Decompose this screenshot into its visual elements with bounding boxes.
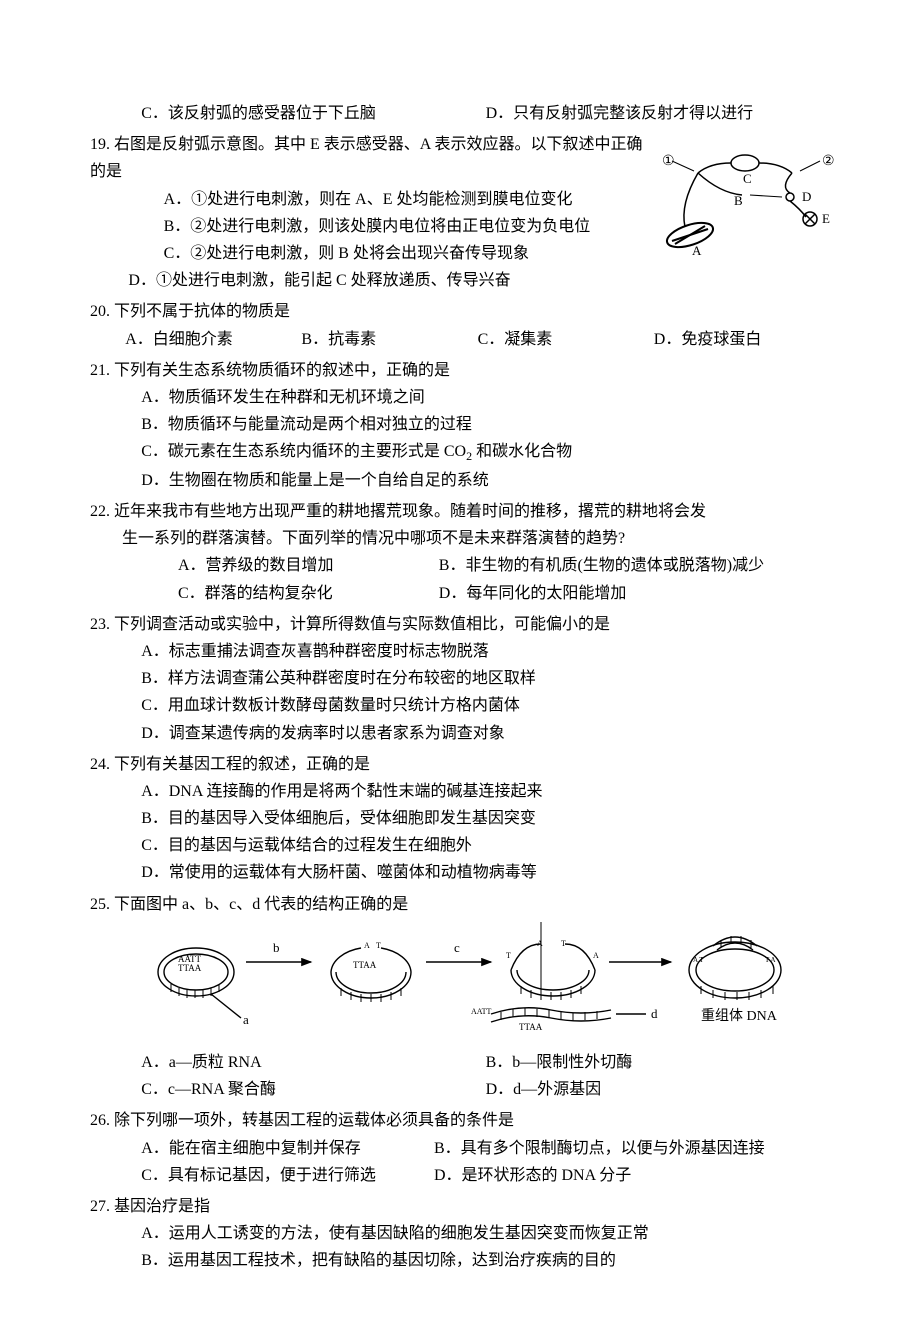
q24-option-d: D．常使用的运载体有大肠杆菌、噬菌体和动植物病毒等: [90, 859, 830, 886]
q25-label-b: b: [273, 940, 280, 955]
q23-option-b: B．样方法调查蒲公英种群密度时在分布较密的地区取样: [90, 665, 830, 692]
q21-option-a: A．物质循环发生在种群和无机环境之间: [90, 384, 830, 411]
q25-label-a: a: [243, 1012, 249, 1027]
q26-number: 26.: [90, 1112, 110, 1129]
question-25: 25. 下面图中 a、b、c、d 代表的结构正确的是 AATT: [90, 891, 830, 1104]
q25-stem-text: 下面图中 a、b、c、d 代表的结构正确的是: [114, 896, 408, 913]
q26-option-a: A．能在宿主细胞中复制并保存: [141, 1135, 434, 1162]
q23-number: 23.: [90, 616, 110, 633]
q24-option-a: A．DNA 连接酶的作用是将两个黏性末端的碱基连接起来: [90, 778, 830, 805]
q19-option-a: A．①处进行电刺激，则在 A、E 处均能检测到膜电位变化: [90, 186, 650, 213]
q22-option-d: D．每年同化的太阳能增加: [439, 580, 830, 607]
svg-text:TTAA: TTAA: [178, 963, 202, 973]
svg-text:T: T: [376, 941, 381, 950]
q22-stem-line2: 生一系列的群落演替。下面列举的情况中哪项不是未来群落演替的趋势?: [90, 525, 830, 552]
recombinant-dna-svg: AATT TTAA a b TTAA: [141, 922, 821, 1032]
q26-option-d: D．是环状形态的 DNA 分子: [434, 1162, 830, 1189]
q22-option-c: C．群落的结构复杂化: [178, 580, 439, 607]
q27-stem-text: 基因治疗是指: [114, 1198, 210, 1215]
q22-number: 22.: [90, 503, 110, 520]
q25-label-c: c: [454, 940, 460, 955]
q19-label-e: E: [822, 211, 830, 226]
question-24: 24. 下列有关基因工程的叙述，正确的是 A．DNA 连接酶的作用是将两个黏性末…: [90, 751, 830, 887]
q24-stem-text: 下列有关基因工程的叙述，正确的是: [114, 756, 370, 773]
q20-stem-text: 下列不属于抗体的物质是: [114, 303, 290, 320]
q21-option-b: B．物质循环与能量流动是两个相对独立的过程: [90, 411, 830, 438]
reflex-arc-svg: ① ② C B D A E: [650, 149, 840, 259]
q19-reflex-arc-figure: ① ② C B D A E: [650, 149, 840, 259]
q25-option-c: C．c—RNA 聚合酶: [141, 1076, 485, 1103]
question-18-partial: C．该反射弧的感受器位于下丘脑 D．只有反射弧完整该反射才得以进行: [90, 100, 830, 127]
question-23: 23. 下列调查活动或实验中，计算所得数值与实际数值相比，可能偏小的是 A．标志…: [90, 611, 830, 747]
q18-option-c: C．该反射弧的感受器位于下丘脑: [141, 100, 485, 127]
question-21: 21. 下列有关生态系统物质循环的叙述中，正确的是 A．物质循环发生在种群和无机…: [90, 357, 830, 494]
q25-option-a: A．a—质粒 RNA: [141, 1049, 485, 1076]
q19-stem: 19. 右图是反射弧示意图。其中 E 表示感受器、A 表示效应器。以下叙述中正确…: [90, 131, 650, 185]
q24-number: 24.: [90, 756, 110, 773]
svg-text:A: A: [537, 939, 543, 948]
q19-option-c: C．②处进行电刺激，则 B 处将会出现兴奋传导现象: [90, 240, 650, 267]
svg-text:TTAA: TTAA: [353, 960, 377, 970]
q19-option-d: D．①处进行电刺激，能引起 C 处释放递质、传导兴奋: [90, 267, 830, 294]
svg-text:A: A: [593, 951, 599, 960]
q19-label-d: D: [802, 189, 811, 204]
q19-stem-text: 右图是反射弧示意图。其中 E 表示感受器、A 表示效应器。以下叙述中正确的是: [90, 136, 642, 180]
q19-label-c: C: [743, 171, 752, 186]
svg-text:AATT: AATT: [471, 1007, 492, 1016]
q20-option-a: A．白细胞介素: [125, 326, 301, 353]
q23-option-c: C．用血球计数板计数酵母菌数量时只统计方格内菌体: [90, 692, 830, 719]
q21-number: 21.: [90, 362, 110, 379]
q18-options-cd: C．该反射弧的感受器位于下丘脑 D．只有反射弧完整该反射才得以进行: [90, 100, 830, 127]
question-27: 27. 基因治疗是指 A．运用人工诱变的方法，使有基因缺陷的细胞发生基因突变而恢…: [90, 1193, 830, 1275]
q22-option-a: A．营养级的数目增加: [178, 552, 439, 579]
q22-option-b: B．非生物的有机质(生物的遗体或脱落物)减少: [439, 552, 830, 579]
svg-text:TTAA: TTAA: [519, 1022, 543, 1032]
q21-stem-text: 下列有关生态系统物质循环的叙述中，正确的是: [114, 362, 450, 379]
svg-text:A T: A T: [693, 956, 704, 964]
q26-option-c: C．具有标记基因，便于进行筛选: [141, 1162, 434, 1189]
q25-option-d: D．d—外源基因: [486, 1076, 830, 1103]
q21-option-d: D．生物圈在物质和能量上是一个自给自足的系统: [90, 467, 830, 494]
q24-option-c: C．目的基因与运载体结合的过程发生在细胞外: [90, 832, 830, 859]
q21-option-c: C．碳元素在生态系统内循环的主要形式是 CO2 和碳水化合物: [90, 438, 830, 467]
q23-stem-text: 下列调查活动或实验中，计算所得数值与实际数值相比，可能偏小的是: [114, 616, 610, 633]
q26-stem-text: 除下列哪一项外，转基因工程的运载体必须具备的条件是: [114, 1112, 514, 1129]
q19-number: 19.: [90, 136, 110, 153]
q19-label-a: A: [692, 243, 702, 258]
q22-stem-line1: 近年来我市有些地方出现严重的耕地撂荒现象。随着时间的推移，撂荒的耕地将会发: [114, 503, 706, 520]
q25-option-b: B．b—限制性外切酶: [486, 1049, 830, 1076]
q19-label-b: B: [734, 193, 743, 208]
q27-number: 27.: [90, 1198, 110, 1215]
q26-option-b: B．具有多个限制酶切点，以便与外源基因连接: [434, 1135, 830, 1162]
q23-option-a: A．标志重捕法调查灰喜鹊种群密度时标志物脱落: [90, 638, 830, 665]
question-26: 26. 除下列哪一项外，转基因工程的运载体必须具备的条件是 A．能在宿主细胞中复…: [90, 1107, 830, 1189]
q27-option-b: B．运用基因工程技术，把有缺陷的基因切除，达到治疗疾病的目的: [90, 1247, 830, 1274]
svg-text:T A: T A: [765, 956, 776, 964]
svg-text:②: ②: [822, 154, 835, 169]
q19-option-b: B．②处进行电刺激，则该处膜内电位将由正电位变为负电位: [90, 213, 650, 240]
q20-option-d: D．免疫球蛋白: [654, 326, 830, 353]
q25-number: 25.: [90, 896, 110, 913]
q23-option-d: D．调查某遗传病的发病率时以患者家系为调查对象: [90, 720, 830, 747]
question-19: 19. 右图是反射弧示意图。其中 E 表示感受器、A 表示效应器。以下叙述中正确…: [90, 131, 830, 294]
svg-text:T: T: [561, 939, 566, 948]
question-22: 22. 近年来我市有些地方出现严重的耕地撂荒现象。随着时间的推移，撂荒的耕地将会…: [90, 498, 830, 607]
q18-option-d: D．只有反射弧完整该反射才得以进行: [486, 100, 830, 127]
q20-option-c: C．凝集素: [478, 326, 654, 353]
q25-label-recomb: 重组体 DNA: [701, 1008, 778, 1024]
svg-text:A: A: [364, 941, 370, 950]
question-20: 20. 下列不属于抗体的物质是 A．白细胞介素 B．抗毒素 C．凝集素 D．免疫…: [90, 298, 830, 352]
q24-option-b: B．目的基因导入受体细胞后，受体细胞即发生基因突变: [90, 805, 830, 832]
q20-options: A．白细胞介素 B．抗毒素 C．凝集素 D．免疫球蛋白: [90, 326, 830, 353]
q27-option-a: A．运用人工诱变的方法，使有基因缺陷的细胞发生基因突变而恢复正常: [90, 1220, 830, 1247]
q20-option-b: B．抗毒素: [301, 326, 477, 353]
q25-label-d: d: [651, 1006, 658, 1021]
q25-recombinant-dna-figure: AATT TTAA a b TTAA: [141, 922, 830, 1041]
q20-number: 20.: [90, 303, 110, 320]
svg-text:T: T: [506, 951, 511, 960]
